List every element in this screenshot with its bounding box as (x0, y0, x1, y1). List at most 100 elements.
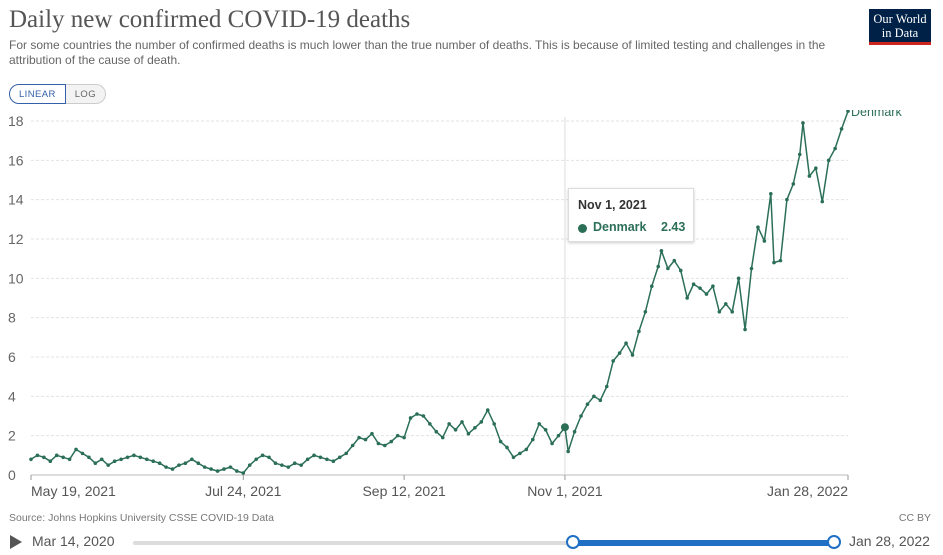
data-point (460, 420, 464, 424)
data-point (132, 453, 136, 458)
data-point (254, 457, 258, 462)
data-point (598, 398, 603, 403)
data-point (649, 284, 654, 288)
timeline-track[interactable] (133, 541, 834, 545)
timeline-start-label: Mar 14, 2020 (32, 533, 115, 549)
logo-line-2: in Data (881, 26, 919, 40)
hover-point-marker (560, 423, 569, 432)
series-end-label: Denmark (851, 110, 902, 119)
data-point (617, 351, 622, 355)
data-point (402, 435, 406, 440)
logo-line-1: Our World (873, 12, 927, 26)
y-tick-label: 18 (8, 113, 24, 129)
data-point (29, 457, 33, 462)
data-point (530, 437, 535, 442)
data-point (511, 455, 516, 460)
data-point (344, 451, 349, 456)
data-point (566, 449, 570, 454)
data-point (286, 465, 291, 469)
data-point (659, 249, 664, 253)
data-point (260, 453, 265, 458)
data-point (453, 427, 458, 432)
y-tick-label: 2 (8, 428, 16, 444)
data-point (624, 341, 628, 346)
data-point (292, 461, 297, 466)
data-point (267, 455, 271, 460)
timeline-end-handle[interactable] (827, 535, 841, 549)
data-point (325, 457, 329, 462)
play-icon[interactable] (10, 535, 22, 549)
timeline: Mar 14, 2020 Jan 28, 2022 (0, 530, 943, 555)
data-point (685, 296, 689, 300)
data-point (814, 166, 818, 170)
data-point (415, 412, 419, 416)
data-point (144, 457, 149, 462)
data-point (202, 465, 207, 469)
data-point (801, 121, 805, 125)
data-point (711, 284, 715, 288)
data-point (67, 457, 72, 462)
data-point (550, 441, 554, 446)
scale-toggle: LINEAR LOG (9, 84, 106, 104)
data-point (691, 282, 696, 287)
data-point (678, 268, 683, 273)
data-point (235, 469, 239, 473)
linear-scale-button[interactable]: LINEAR (9, 84, 66, 104)
data-point (157, 461, 162, 466)
data-point (331, 459, 336, 464)
data-point (177, 463, 181, 467)
data-point (785, 197, 789, 202)
timeline-start-handle[interactable] (566, 535, 581, 549)
data-point (473, 426, 477, 430)
data-point (791, 182, 796, 186)
data-point (592, 394, 596, 399)
data-point (74, 447, 78, 452)
data-point (672, 258, 677, 263)
data-point (846, 110, 850, 113)
data-point (666, 266, 670, 271)
data-point (585, 402, 590, 407)
data-point (749, 266, 754, 271)
owid-logo[interactable]: Our World in Data (869, 9, 931, 45)
data-point (826, 158, 831, 163)
log-scale-button[interactable]: LOG (65, 84, 106, 104)
y-tick-label: 6 (8, 349, 16, 365)
hover-tooltip: Nov 1, 2021 Denmark 2.43 (568, 188, 694, 242)
y-tick-label: 10 (8, 270, 24, 286)
source-note[interactable]: Source: Johns Hopkins University CSSE CO… (9, 512, 274, 524)
data-point (61, 455, 65, 460)
chart-title: Daily new confirmed COVID-19 deaths (9, 6, 411, 33)
data-point (350, 443, 355, 448)
timeline-end-label: Jan 28, 2022 (849, 533, 930, 549)
data-point (119, 457, 123, 462)
data-point (280, 463, 284, 467)
chart-subtitle: For some countries the number of confirm… (9, 38, 826, 67)
data-point (228, 465, 233, 469)
data-point (579, 414, 583, 418)
license-link[interactable]: CC BY (898, 512, 931, 524)
data-point (54, 453, 59, 458)
data-point (42, 455, 46, 460)
data-point (498, 439, 503, 444)
data-point (112, 459, 117, 464)
data-point (698, 286, 702, 290)
data-point (762, 239, 767, 243)
data-point (87, 455, 91, 460)
y-tick-label: 16 (8, 152, 24, 168)
data-point (125, 455, 130, 460)
tooltip-value: 2.43 (661, 220, 686, 234)
data-point (656, 264, 661, 269)
data-point (241, 471, 246, 475)
data-point (222, 467, 226, 471)
data-point (421, 414, 426, 418)
x-tick-label: Nov 1, 2021 (527, 483, 603, 499)
y-tick-label: 4 (8, 388, 16, 404)
data-point (518, 451, 522, 456)
timeline-selected-range (573, 540, 834, 546)
data-point (630, 353, 635, 357)
data-point (440, 435, 445, 440)
data-point (807, 174, 812, 178)
x-tick-label: Jan 28, 2022 (767, 483, 848, 499)
data-point (769, 191, 773, 196)
tooltip-series-name: Denmark (593, 220, 647, 234)
